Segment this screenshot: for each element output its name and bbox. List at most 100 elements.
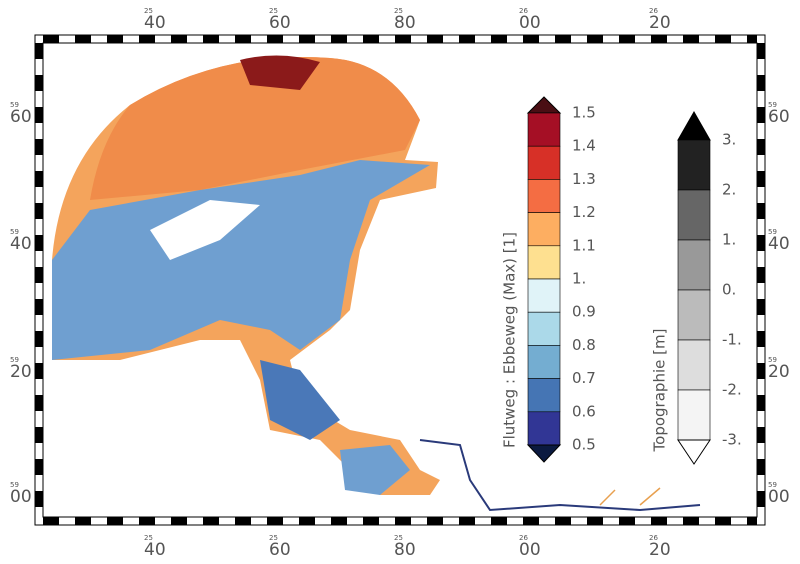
colorbar-label: 0. xyxy=(722,281,736,299)
colorbar-label: 0.6 xyxy=(572,402,596,420)
frame-check xyxy=(523,517,539,525)
colorbar-segment xyxy=(527,179,561,213)
x-label-major: 60 xyxy=(269,540,291,560)
x-label-minor: 26 xyxy=(649,534,658,542)
frame-check xyxy=(587,35,603,43)
frame-check xyxy=(35,427,43,443)
axis-labels: 2540254025602560258025802600260026202620… xyxy=(10,7,790,560)
frame-check xyxy=(757,139,765,155)
x-label-major: 80 xyxy=(394,540,416,560)
frame-check xyxy=(299,35,315,43)
colorbar-label: -1. xyxy=(722,331,742,349)
frame-check xyxy=(757,299,765,315)
colorbar-segment xyxy=(677,139,711,191)
colorbar-label: 0.9 xyxy=(572,303,596,321)
frame-check xyxy=(139,517,155,525)
y-label-major: 40 xyxy=(768,234,790,254)
frame-check xyxy=(35,235,43,251)
frame-check xyxy=(35,43,43,59)
frame-check xyxy=(267,35,283,43)
frame-check xyxy=(747,517,757,525)
frame-check xyxy=(683,35,699,43)
frame-check xyxy=(395,35,411,43)
colorbar-topo: Topographie [m] 3. 2. 1. 0. -1. -2. -3. xyxy=(651,110,742,465)
frame-check xyxy=(619,517,635,525)
frame-check xyxy=(395,517,411,525)
frame-check xyxy=(459,35,475,43)
frame-check xyxy=(459,517,475,525)
frame-check xyxy=(35,363,43,379)
frame xyxy=(34,34,766,526)
river xyxy=(599,487,661,506)
colorbar-extend xyxy=(526,444,562,463)
frame-check xyxy=(203,35,219,43)
frame-check xyxy=(35,171,43,187)
frame-check xyxy=(203,517,219,525)
frame-check xyxy=(757,235,765,251)
x-label-major: 40 xyxy=(144,13,166,33)
frame-check xyxy=(35,267,43,283)
frame-check xyxy=(757,363,765,379)
frame-check xyxy=(139,35,155,43)
y-label-minor: 59 xyxy=(10,356,19,364)
colorbar-title: Topographie [m] xyxy=(651,329,669,453)
x-label-major: 20 xyxy=(649,540,671,560)
frame-check xyxy=(171,35,187,43)
colorbar-ratio: Flutweg : Ebbeweg (Max) [1] 1.5 1.4 1.3 1.2… xyxy=(501,96,596,463)
colorbar-label: 0.7 xyxy=(572,369,596,387)
frame-check xyxy=(757,427,765,443)
map-gap xyxy=(150,200,260,260)
x-label-minor: 25 xyxy=(144,534,153,542)
x-label-major: 00 xyxy=(519,13,541,33)
colorbar-segment xyxy=(677,239,711,291)
x-label-major: 20 xyxy=(649,13,671,33)
y-label-minor: 59 xyxy=(10,481,19,489)
colorbar-label: 1. xyxy=(572,270,586,288)
frame-check xyxy=(555,35,571,43)
colorbar-segment xyxy=(527,278,561,313)
colorbar-segment xyxy=(677,189,711,241)
y-label-major: 00 xyxy=(10,487,32,507)
colorbar-label: -3. xyxy=(722,431,742,449)
frame-check xyxy=(299,517,315,525)
frame-check xyxy=(651,35,667,43)
frame-check xyxy=(757,331,765,347)
frame-check xyxy=(43,517,59,525)
frame-check xyxy=(107,35,123,43)
colorbar-label: 0.5 xyxy=(572,436,596,454)
colorbar-segment xyxy=(527,378,561,413)
x-label-minor: 25 xyxy=(394,534,403,542)
frame-check xyxy=(757,491,765,507)
frame-check xyxy=(35,395,43,411)
frame-check xyxy=(75,517,91,525)
colorbar-segment xyxy=(527,311,561,346)
colorbar-segment xyxy=(677,339,711,391)
colorbar-segment xyxy=(677,389,711,441)
frame-check xyxy=(619,35,635,43)
frame-check xyxy=(491,517,507,525)
colorbar-label: 1.1 xyxy=(572,236,596,254)
x-label-major: 00 xyxy=(519,540,541,560)
y-label-major: 00 xyxy=(768,487,790,507)
frame-check xyxy=(491,35,507,43)
y-label-major: 60 xyxy=(768,107,790,127)
colorbar-label: 1. xyxy=(722,231,736,249)
frame-check xyxy=(107,517,123,525)
colorbar-label: 2. xyxy=(722,181,736,199)
x-label-minor: 25 xyxy=(269,534,278,542)
map-area xyxy=(260,360,340,440)
colorbar-segment xyxy=(527,245,561,280)
map-area xyxy=(52,160,430,360)
x-label-major: 80 xyxy=(394,13,416,33)
colorbar-label: -2. xyxy=(722,381,742,399)
colorbar-segment xyxy=(527,345,561,379)
y-label-minor: 59 xyxy=(768,228,777,236)
x-label-minor: 25 xyxy=(394,7,403,15)
frame-check xyxy=(35,139,43,155)
colorbar-label: 1.5 xyxy=(572,104,596,122)
y-label-major: 60 xyxy=(10,107,32,127)
frame-check xyxy=(715,517,731,525)
frame-check xyxy=(35,491,43,507)
frame-check xyxy=(587,517,603,525)
